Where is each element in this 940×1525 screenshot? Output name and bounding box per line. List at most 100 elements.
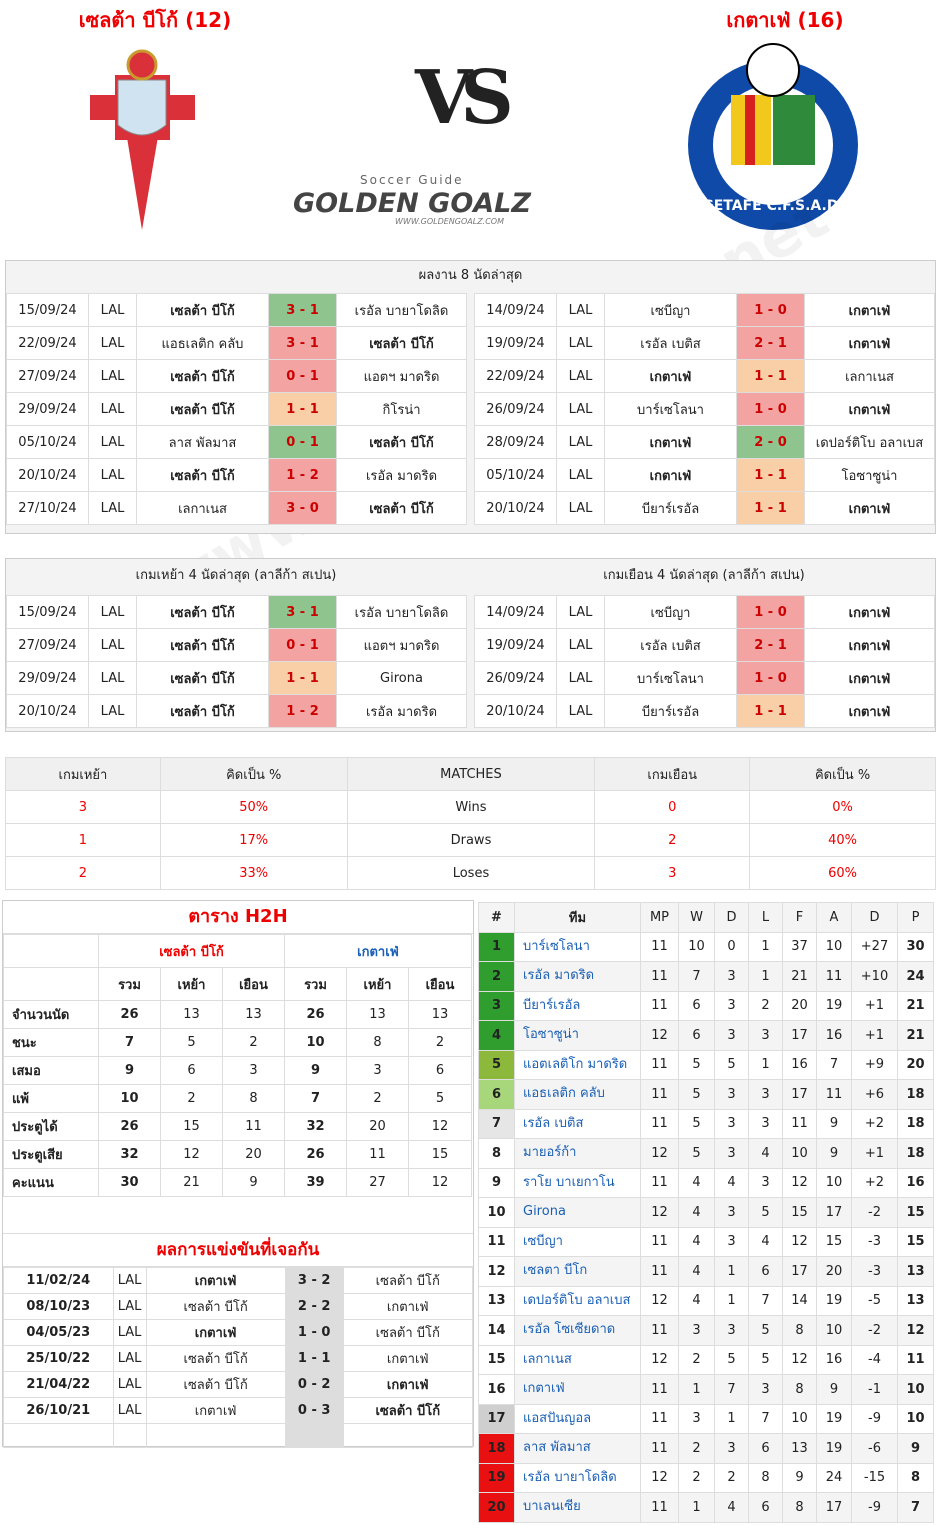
summary-panel: เกมเหย้า คิดเป็น % MATCHES เกมเยือน คิดเป็น … <box>5 757 936 890</box>
team-name: เซลตา บีโก <box>514 1256 641 1287</box>
league-cell: 17 <box>816 1197 852 1228</box>
league-cell: 4 <box>678 1285 715 1316</box>
home-team: เซบีญา <box>604 595 737 629</box>
league-cell: 37 <box>782 931 817 962</box>
h2h-value: 12 <box>160 1140 223 1169</box>
h2h-value: 5 <box>160 1028 223 1057</box>
away-team: เรอัล มาดริด <box>336 694 467 728</box>
home-team: เซลต้า บีโก้ <box>136 359 269 393</box>
match-league: LAL <box>88 425 137 459</box>
h2h-row: คะแนน 30 21 9 39 27 12 <box>3 1168 472 1197</box>
match-date: 26/09/24 <box>474 661 557 695</box>
table: # ทีม MP W D L F A D P 1 บาร์เซโลนา 11 10 0 1 37 10 +27 30 2… <box>478 902 934 1523</box>
h2h-value: 10 <box>98 1084 161 1113</box>
league-cell: 4 <box>678 1226 715 1257</box>
league-row: 12 เซลตา บีโก 11 4 1 6 17 20 -3 13 <box>478 1256 934 1287</box>
h2h-label: คะแนน <box>3 1168 99 1197</box>
league-cell: 11 <box>640 1315 679 1346</box>
league-cell: 19 <box>816 990 852 1021</box>
league-row: 5 แอตเลติโก มาดริด 11 5 5 1 16 7 +9 20 <box>478 1049 934 1080</box>
match-date: 26/09/24 <box>474 392 557 426</box>
match-league: LAL <box>88 661 137 695</box>
h2h-value: 12 <box>408 1112 472 1141</box>
home-team: บียาร์เรอัล <box>604 694 737 728</box>
home-team: เซบีญา <box>604 293 737 327</box>
match-league: LAL <box>112 1293 147 1320</box>
subheader: เยือน <box>222 967 285 1001</box>
league-row: 7 เรอัล เบติส 11 5 3 3 11 9 +2 18 <box>478 1108 934 1139</box>
league-cell: 21 <box>897 1020 934 1051</box>
league-header-cell: P <box>897 902 934 933</box>
section-title: เกมเยือน 4 นัดล่าสุด (ลาลีก้า สเปน) <box>603 568 805 583</box>
league-cell: 6 <box>748 1492 783 1523</box>
league-cell: 10 <box>478 1197 515 1228</box>
match-date: 27/09/24 <box>6 628 89 662</box>
league-cell: 12 <box>782 1167 817 1198</box>
match-row: 29/09/24 LAL เซลต้า บีโก้ 1 - 1 Girona <box>6 661 467 695</box>
team-header: เซลต้า บีโก้ <box>98 934 285 968</box>
home-team: บาร์เซโลนา <box>604 661 737 695</box>
league-cell: 11 <box>897 1344 934 1375</box>
team-row: เซลต้า บีโก้ เกตาเฟ่ <box>3 934 472 968</box>
match-score: 3 - 0 <box>268 491 337 525</box>
league-cell: 4 <box>678 1167 715 1198</box>
match-date: 08/10/23 <box>3 1293 114 1320</box>
match-league: LAL <box>556 628 605 662</box>
h2h-value: 32 <box>284 1112 347 1141</box>
h2h-value: 3 <box>222 1056 285 1085</box>
h2h-label: จำนวนนัด <box>3 1000 99 1029</box>
summary-cell: 3 <box>5 790 161 824</box>
match-date: 22/09/24 <box>6 326 89 360</box>
league-cell: 8 <box>748 1462 783 1493</box>
h2h-value: 39 <box>284 1168 347 1197</box>
h2h-value: 2 <box>346 1084 409 1113</box>
league-cell: 3 <box>678 1403 715 1434</box>
away-team: เรอัล บายาโดลิด <box>336 293 467 327</box>
match-row: 20/10/24 LAL บียาร์เรอัล 1 - 1 เกตาเฟ่ <box>474 491 935 525</box>
away-team: แอตฯ มาดริด <box>336 359 467 393</box>
table: 11/02/24 LAL เกตาเฟ่ 3 - 2 เซลต้า บีโก้ 08/10… <box>3 1267 474 1448</box>
team-name: บียาร์เรอัล <box>514 990 641 1021</box>
league-cell: +2 <box>851 1108 898 1139</box>
away-team: เกตาเฟ่ <box>804 392 935 426</box>
away-title: เกตาเฟ่ (16) <box>726 8 844 32</box>
h2h-value: 13 <box>346 1000 409 1029</box>
match-score: 1 - 2 <box>268 694 337 728</box>
subheader: รวม <box>284 967 347 1001</box>
away-team: เรอัล บายาโดลิด <box>336 595 467 629</box>
league-cell: 6 <box>478 1079 515 1110</box>
h2h-value: 6 <box>160 1056 223 1085</box>
league-cell: 12 <box>478 1256 515 1287</box>
league-cell: 12 <box>782 1344 817 1375</box>
team-name: บาเลนเซีย <box>514 1492 641 1523</box>
h2h-value: 15 <box>408 1140 472 1169</box>
match-date: 20/10/24 <box>474 491 557 525</box>
home-team: ลาส พัลมาส <box>136 425 269 459</box>
league-cell: 4 <box>714 1492 749 1523</box>
h2h-value: 8 <box>222 1084 285 1113</box>
summary-cell: 60% <box>749 856 936 890</box>
league-cell: 18 <box>897 1108 934 1139</box>
league-cell: -15 <box>851 1462 898 1493</box>
match-score: 1 - 2 <box>268 458 337 492</box>
brand-top: Soccer Guide <box>360 173 464 187</box>
away-team: เกตาเฟ่ <box>804 595 935 629</box>
match-league: LAL <box>88 326 137 360</box>
table: เกมเหย้า คิดเป็น % MATCHES เกมเยือน คิดเป็น … <box>5 757 936 890</box>
league-cell: -2 <box>851 1197 898 1228</box>
away-logo: GETAFE C.F.S.A.D. <box>688 43 858 230</box>
league-cell: 3 <box>714 1433 749 1464</box>
match-date: 29/09/24 <box>6 392 89 426</box>
h2h-value: 10 <box>284 1028 347 1057</box>
h2h-row: ประตูได้ 26 15 11 32 20 12 <box>3 1112 472 1141</box>
league-cell: 1 <box>748 961 783 992</box>
match-row: 19/09/24 LAL เรอัล เบติส 2 - 1 เกตาเฟ่ <box>474 326 935 360</box>
league-cell: 19 <box>816 1433 852 1464</box>
league-cell: 24 <box>897 961 934 992</box>
league-row: 15 เลกาเนส 12 2 5 5 12 16 -4 11 <box>478 1344 934 1375</box>
match-league: LAL <box>556 661 605 695</box>
league-cell: 8 <box>897 1462 934 1493</box>
match-league: LAL <box>112 1319 147 1346</box>
match-score: 2 - 1 <box>736 628 805 662</box>
league-cell: 6 <box>748 1433 783 1464</box>
